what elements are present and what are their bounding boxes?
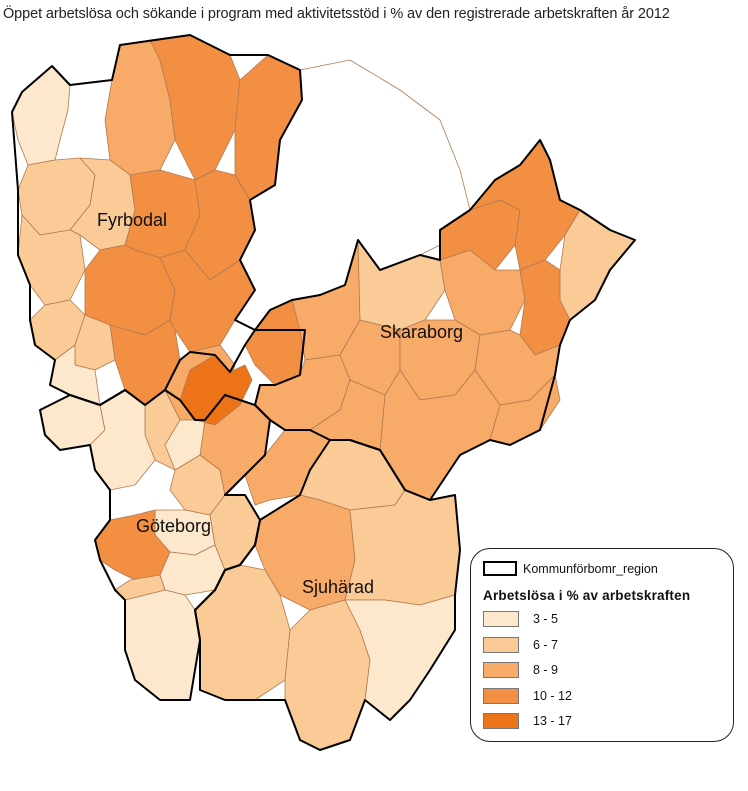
municipality-karlsborg xyxy=(559,209,636,321)
legend-class-label: 10 - 12 xyxy=(533,689,572,703)
region-label-sjuharad: Sjuhärad xyxy=(302,577,374,597)
legend-title: Arbetslösa i % av arbetskraften xyxy=(483,588,691,603)
legend-class-2: 6 - 7 xyxy=(483,637,558,653)
legend-class-4: 10 - 12 xyxy=(483,688,572,704)
legend-swatch xyxy=(483,688,519,704)
legend-swatch xyxy=(483,637,519,653)
municipality-strömstad xyxy=(11,65,71,166)
region-label-fyrbodal: Fyrbodal xyxy=(97,210,167,230)
map-legend: Kommunförbomr_region Arbetslösa i % av a… xyxy=(470,548,734,742)
legend-class-label: 6 - 7 xyxy=(533,638,559,652)
legend-class-label: 13 - 17 xyxy=(533,714,572,728)
region-label-goteborg: Göteborg xyxy=(136,516,211,536)
legend-class-5: 13 - 17 xyxy=(483,713,572,729)
boundary-skaraborg xyxy=(254,139,636,501)
boundary-sjuharad xyxy=(194,439,461,751)
municipality-kungsbacka xyxy=(124,589,201,701)
legend-class-label: 8 - 9 xyxy=(533,663,559,677)
legend-swatch xyxy=(483,713,519,729)
municipality-vänersborg xyxy=(159,249,256,353)
legend-boundary-swatch xyxy=(483,561,517,576)
legend-class-3: 8 - 9 xyxy=(483,662,558,678)
region-label-skaraborg: Skaraborg xyxy=(380,322,463,342)
legend-boundary-label: Kommunförbomr_region xyxy=(523,561,658,576)
legend-class-1: 3 - 5 xyxy=(483,611,558,627)
legend-boundary-entry: Kommunförbomr_region xyxy=(483,561,658,576)
legend-class-label: 3 - 5 xyxy=(533,612,559,626)
legend-swatch xyxy=(483,611,519,627)
boundary-fyrbodal xyxy=(11,34,303,406)
municipality-öckerö xyxy=(114,574,166,601)
legend-swatch xyxy=(483,662,519,678)
map-title: Öppet arbetslösa och sökande i program m… xyxy=(3,6,670,22)
